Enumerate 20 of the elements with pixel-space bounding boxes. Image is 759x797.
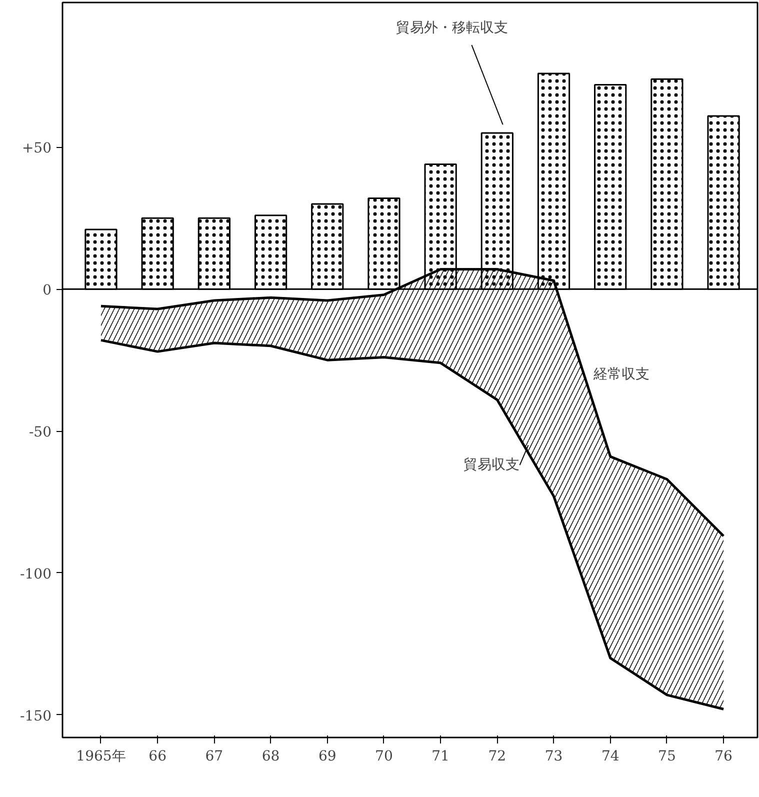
y-tick-label: -50: [28, 424, 52, 441]
x-tick-label: 76: [714, 748, 733, 764]
y-tick-label: +50: [22, 140, 52, 157]
x-tick-label: 73: [544, 748, 563, 764]
x-tick-label: 75: [658, 748, 676, 764]
text: 貿易外・移転収支: [396, 20, 508, 36]
x-tick-label: 66: [148, 748, 167, 764]
y-tick-label: -150: [20, 708, 52, 724]
x-tick-label: 74: [601, 748, 620, 764]
x-tick-label: 68: [262, 748, 280, 764]
x-tick-label: 72: [488, 748, 506, 764]
y-tick-label: -100: [20, 566, 52, 582]
x-tick-label: 1965年: [76, 748, 126, 764]
x-tick-label: 67: [205, 748, 224, 764]
series-label: 経常収支: [592, 366, 650, 382]
x-tick-label: 69: [318, 748, 336, 764]
x-tick-label: 70: [375, 748, 393, 764]
y-tick-label: 0: [42, 282, 52, 299]
series-label: 貿易収支: [464, 457, 520, 474]
x-tick-label: 71: [432, 748, 450, 764]
